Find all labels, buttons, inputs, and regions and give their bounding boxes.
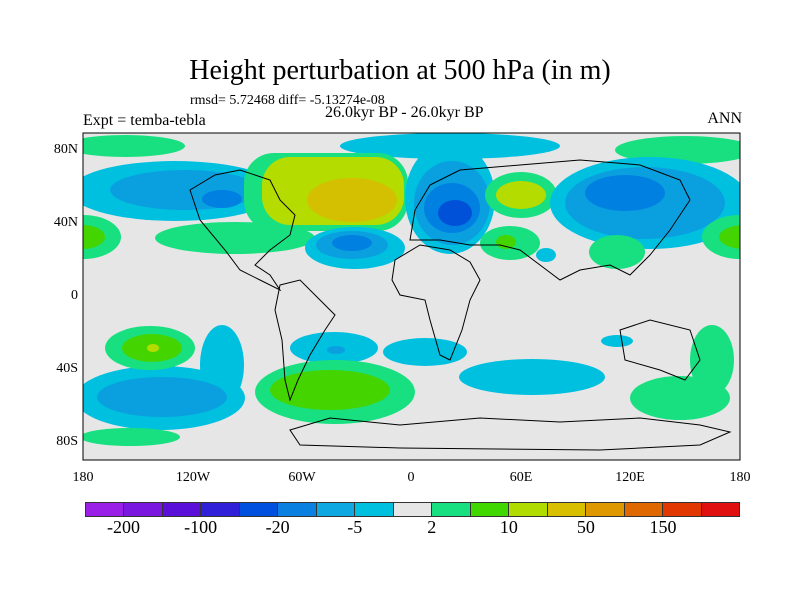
contour-fills (83, 133, 740, 446)
colorbar (85, 502, 740, 517)
colorbar-box (162, 503, 202, 516)
colorbar-box (124, 503, 163, 516)
colorbar-box (509, 503, 548, 516)
x-tick-label: 60E (509, 470, 533, 485)
colorbar-label: -200 (107, 517, 141, 537)
colorbar-box (86, 503, 125, 516)
colorbar-box (393, 503, 433, 516)
colorbar-box (470, 503, 510, 516)
colorbar-box (586, 503, 625, 516)
colorbar-box (547, 503, 587, 516)
colorbar-box (316, 503, 356, 516)
experiment-label: Expt = temba-tebla (83, 112, 206, 129)
x-tick-label: 120W (175, 470, 211, 485)
season-label: ANN (707, 110, 742, 127)
map-frame (82, 132, 741, 461)
colorbar-box (278, 503, 317, 516)
x-tick-label: 60W (288, 470, 316, 485)
colorbar-label: -5 (347, 517, 363, 537)
stats-label: rmsd= 5.72468 diff= -5.13274e-08 (190, 93, 385, 108)
colorbar-box (624, 503, 664, 516)
colorbar-box (663, 503, 702, 516)
colorbar-label: 150 (649, 517, 677, 537)
colorbar-box (239, 503, 279, 516)
colorbar-label: 2 (427, 517, 437, 537)
y-tick-label: 40S (56, 361, 78, 376)
x-tick-label: 120E (615, 470, 645, 485)
period-label: 26.0kyr BP - 26.0kyr BP (325, 104, 484, 121)
colorbar-label: -20 (265, 517, 290, 537)
colorbar-box (355, 503, 394, 516)
coastlines (189, 159, 732, 451)
colorbar-box (701, 503, 739, 516)
colorbar-label: 10 (499, 517, 518, 537)
y-tick-label: 80S (56, 434, 78, 449)
colorbar-box (432, 503, 471, 516)
colorbar-box (201, 503, 240, 516)
y-tick-label: 40N (53, 215, 78, 230)
y-tick-label: 80N (53, 142, 78, 157)
x-tick-label: 180 (72, 470, 94, 485)
x-tick-label: 180 (729, 470, 751, 485)
y-tick-label: 0 (71, 288, 78, 303)
x-tick-label: 0 (407, 470, 415, 485)
colorbar-label: -100 (184, 517, 218, 537)
plot-title: Height perturbation at 500 hPa (in m) (189, 55, 611, 86)
colorbar-label: 50 (576, 517, 595, 537)
